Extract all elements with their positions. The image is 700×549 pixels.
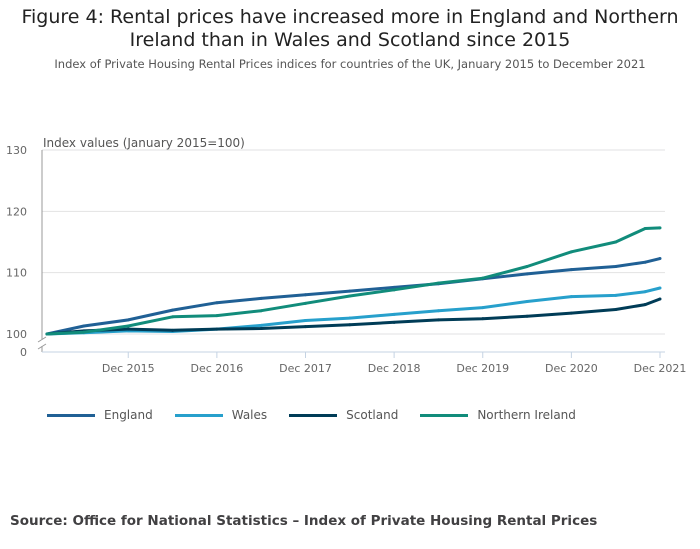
legend-item[interactable]: Northern Ireland <box>420 408 576 422</box>
legend-label: England <box>104 408 153 422</box>
data-point <box>259 309 263 313</box>
data-point <box>614 307 618 311</box>
data-point <box>525 299 529 303</box>
data-point <box>658 257 662 261</box>
legend-label: Wales <box>231 408 268 422</box>
data-point <box>392 320 396 324</box>
data-point <box>481 276 485 280</box>
data-point <box>643 227 647 231</box>
data-point <box>348 323 352 327</box>
x-tick-label: Dec 2020 <box>545 362 598 375</box>
y-axis-label: Index values (January 2015=100) <box>43 136 245 150</box>
source-note: Source: Office for National Statistics –… <box>10 513 598 529</box>
data-point <box>82 330 86 334</box>
data-point <box>215 327 219 331</box>
axis-break-mark <box>37 343 47 350</box>
x-tick-label: Dec 2016 <box>190 362 243 375</box>
data-point <box>569 268 573 272</box>
data-point <box>614 265 618 269</box>
data-point <box>569 250 573 254</box>
series-line-scotland <box>46 297 661 336</box>
legend-swatch <box>420 413 469 417</box>
legend-label: Northern Ireland <box>477 408 576 422</box>
axis-break-mark <box>37 336 47 343</box>
data-point <box>45 332 49 336</box>
y-tick-label: 120 <box>6 205 27 218</box>
data-point <box>303 325 307 329</box>
line-chart: Index values (January 2015=100) 0 100 110 1… <box>6 136 687 375</box>
chart-subtitle: Index of Private Housing Rental Prices i… <box>54 57 646 71</box>
data-point <box>481 306 485 310</box>
data-point <box>348 294 352 298</box>
data-point <box>82 324 86 328</box>
data-point <box>171 328 175 332</box>
x-tick-label: Dec 2018 <box>368 362 421 375</box>
data-point <box>215 301 219 305</box>
data-point <box>436 318 440 322</box>
data-point <box>126 324 130 328</box>
data-point <box>643 303 647 307</box>
data-point <box>303 293 307 297</box>
legend: England Wales Scotland Northern Ireland <box>47 408 598 422</box>
data-point <box>525 265 529 269</box>
y-tick-label: 0 <box>20 346 27 359</box>
data-point <box>614 293 618 297</box>
y-tick-label: 130 <box>6 144 27 157</box>
y-tick-label: 100 <box>6 328 27 341</box>
legend-label: Scotland <box>346 408 399 422</box>
y-tick-label: 110 <box>6 267 27 280</box>
legend-item[interactable]: Scotland <box>289 408 398 422</box>
data-point <box>171 308 175 312</box>
legend-swatch <box>174 413 223 417</box>
data-point <box>215 314 219 318</box>
data-point <box>569 311 573 315</box>
data-point <box>658 297 662 301</box>
legend-item[interactable]: England <box>47 408 153 422</box>
data-point <box>348 289 352 293</box>
data-point <box>348 316 352 320</box>
data-point <box>436 309 440 313</box>
data-point <box>614 240 618 244</box>
series-line-northern-ireland <box>46 226 661 336</box>
data-point <box>658 286 662 290</box>
legend-swatch <box>289 413 338 417</box>
x-tick-label: Dec 2017 <box>279 362 332 375</box>
data-point <box>259 323 263 327</box>
data-point <box>525 314 529 318</box>
legend-item[interactable]: Wales <box>174 408 268 422</box>
data-point <box>126 327 130 331</box>
legend-swatch <box>47 413 95 417</box>
x-tick-label: Dec 2021 <box>634 362 687 375</box>
data-point <box>643 290 647 294</box>
data-point <box>525 272 529 276</box>
data-point <box>392 285 396 289</box>
data-point <box>643 260 647 264</box>
data-point <box>126 318 130 322</box>
series-line-england <box>46 257 661 336</box>
x-tick-label: Dec 2019 <box>456 362 509 375</box>
data-point <box>436 281 440 285</box>
data-point <box>303 319 307 323</box>
data-point <box>569 295 573 299</box>
data-point <box>303 301 307 305</box>
data-point <box>392 288 396 292</box>
x-tick-label: Dec 2015 <box>102 362 155 375</box>
data-point <box>259 296 263 300</box>
data-point <box>171 315 175 319</box>
chart-title: Figure 4: Rental prices have increased m… <box>21 6 679 51</box>
data-point <box>481 317 485 321</box>
data-point <box>658 226 662 230</box>
data-point <box>392 312 396 316</box>
data-point <box>259 326 263 330</box>
